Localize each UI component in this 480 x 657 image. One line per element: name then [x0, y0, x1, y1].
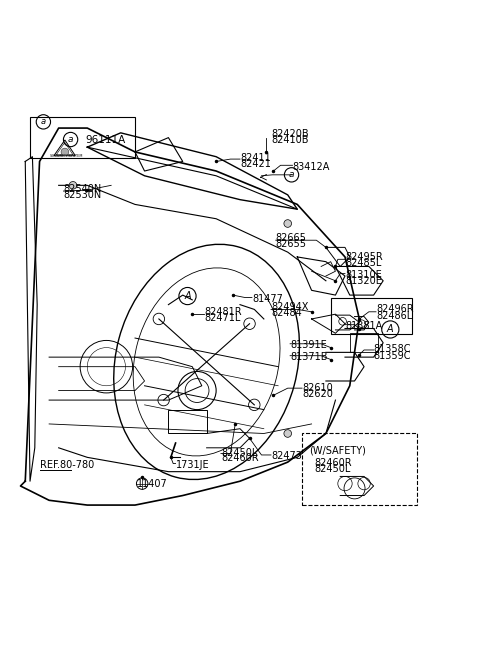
Bar	[331, 298, 412, 334]
Text: 82460R: 82460R	[314, 458, 351, 468]
Text: 82610: 82610	[302, 383, 333, 393]
Text: 81477: 81477	[252, 294, 283, 304]
Text: (W/SAFETY): (W/SAFETY)	[309, 445, 366, 455]
Text: a: a	[68, 135, 73, 144]
Text: 82450L: 82450L	[314, 464, 350, 474]
Text: 81320E: 81320E	[345, 276, 382, 286]
Text: 82410B: 82410B	[271, 135, 309, 145]
Text: 81381A: 81381A	[345, 321, 382, 331]
Text: 82494X: 82494X	[271, 302, 308, 312]
Text: 82460R: 82460R	[221, 453, 259, 463]
Text: a: a	[289, 170, 294, 179]
Text: 81359C: 81359C	[373, 351, 411, 361]
Text: 82495R: 82495R	[345, 252, 383, 262]
Text: 82540N: 82540N	[63, 184, 102, 194]
Text: 82486L: 82486L	[376, 311, 412, 321]
Text: REF.80-780: REF.80-780	[39, 459, 94, 470]
Text: 1731JE: 1731JE	[176, 459, 209, 470]
Text: SECURITY SYSTEM: SECURITY SYSTEM	[49, 154, 82, 158]
Text: 96111A: 96111A	[85, 135, 125, 145]
Text: 81391E: 81391E	[290, 340, 327, 350]
Text: 82471L: 82471L	[204, 313, 240, 323]
Text: a: a	[41, 118, 46, 126]
Bar	[350, 333, 378, 352]
Text: 82481R: 82481R	[204, 307, 242, 317]
Text: 82485L: 82485L	[345, 258, 382, 268]
Circle shape	[284, 430, 291, 438]
Text: 82411: 82411	[240, 152, 271, 163]
Text: A: A	[184, 291, 191, 301]
Bar	[168, 409, 206, 434]
Circle shape	[284, 219, 291, 227]
Text: 82530N: 82530N	[63, 191, 102, 200]
Text: 82421: 82421	[240, 159, 271, 169]
Circle shape	[61, 148, 69, 156]
Text: 82620: 82620	[302, 390, 333, 399]
Text: 81371B: 81371B	[290, 352, 328, 362]
Text: A: A	[387, 325, 394, 334]
Text: 82655: 82655	[276, 239, 307, 249]
Bar	[302, 434, 417, 505]
Text: 82484: 82484	[271, 308, 302, 318]
Text: 81358C: 81358C	[373, 344, 411, 355]
Text: 82665: 82665	[276, 233, 307, 243]
Text: 81310E: 81310E	[345, 270, 382, 280]
Bar	[30, 117, 135, 158]
Text: 83412A: 83412A	[292, 162, 330, 172]
Text: 82473: 82473	[271, 451, 302, 461]
Text: 82450L: 82450L	[221, 447, 257, 457]
Text: 11407: 11407	[137, 478, 168, 489]
Circle shape	[69, 181, 77, 189]
Text: 82420B: 82420B	[271, 129, 309, 139]
Text: 82496R: 82496R	[376, 304, 414, 315]
